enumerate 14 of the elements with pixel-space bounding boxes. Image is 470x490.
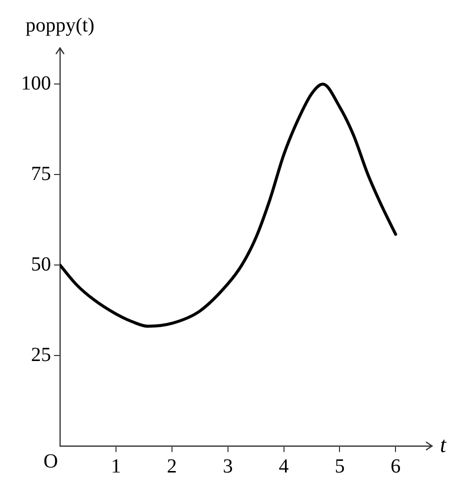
text: O bbox=[44, 450, 58, 472]
y-tick-label: 100 bbox=[21, 72, 51, 94]
y-tick-label: 50 bbox=[31, 253, 51, 276]
x-tick-label: 1 bbox=[110, 455, 121, 478]
y-axis-title: poppy(t) bbox=[26, 14, 94, 36]
x-tick-label: 3 bbox=[222, 455, 233, 478]
y-tick-label: 75 bbox=[31, 162, 51, 185]
y-tick-label: 25 bbox=[31, 344, 51, 366]
x-tick-label: 6 bbox=[390, 455, 401, 478]
line-series bbox=[60, 82, 398, 328]
x-axis-title: t bbox=[440, 432, 447, 457]
x-tick-label: 5 bbox=[334, 455, 345, 478]
x-tick-label: 2 bbox=[166, 455, 177, 478]
x-tick-label: 4 bbox=[278, 455, 289, 478]
